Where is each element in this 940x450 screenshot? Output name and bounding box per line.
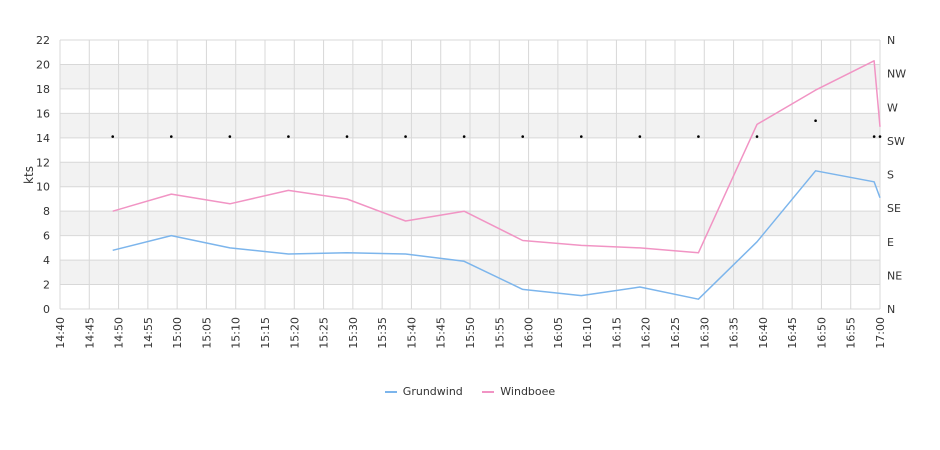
x-tick-label: 15:45 — [435, 317, 448, 349]
x-tick-label: 16:25 — [669, 317, 682, 349]
y-tick-label: 14 — [36, 132, 50, 145]
series-line-windboee — [112, 60, 881, 254]
direction-marker — [345, 135, 349, 138]
x-tick-label: 17:00 — [874, 317, 887, 349]
y-axis-label: kts — [22, 166, 36, 184]
x-tick-label: 15:20 — [288, 317, 301, 349]
right-axis-label: N — [887, 34, 895, 47]
x-tick-label: 16:30 — [698, 317, 711, 349]
direction-marker — [521, 135, 525, 138]
x-tick-label: 15:15 — [259, 317, 272, 349]
y-tick-label: 0 — [43, 303, 50, 316]
y-tick-label: 6 — [43, 230, 50, 243]
right-axis-label: N — [887, 303, 895, 316]
x-tick-label: 16:10 — [581, 317, 594, 349]
legend-item-grundwind[interactable]: Grundwind — [384, 384, 463, 398]
y-tick-label: 12 — [36, 156, 50, 169]
direction-marker — [638, 135, 642, 138]
y-tick-label: 8 — [43, 205, 50, 218]
x-tick-label: 14:55 — [142, 317, 155, 349]
direction-marker — [404, 135, 407, 138]
y-tick-label: 4 — [43, 254, 50, 267]
x-tick-label: 16:00 — [523, 317, 536, 349]
direction-marker — [872, 135, 876, 138]
direction-marker — [462, 135, 466, 138]
x-tick-label: 16:55 — [845, 317, 858, 349]
x-tick-label: 16:40 — [757, 317, 770, 349]
y-tick-label: 2 — [43, 279, 50, 292]
right-axis-label: E — [887, 236, 894, 249]
direction-marker — [169, 135, 173, 138]
x-tick-label: 16:35 — [728, 317, 741, 349]
legend-item-windboee[interactable]: Windboee — [482, 385, 555, 398]
right-axis-label: SW — [887, 135, 905, 148]
x-tick-label: 15:50 — [464, 317, 477, 349]
legend-label-grundwind: Grundwind — [402, 384, 463, 398]
left-axis-ticks: 0 2 4 6 8 10 12 14 16 18 20 22 — [36, 34, 50, 316]
x-tick-label: 15:40 — [405, 317, 418, 349]
series-lines — [112, 60, 881, 300]
x-tick-label: 16:45 — [786, 317, 799, 349]
direction-marker — [287, 135, 290, 138]
x-tick-label: 15:00 — [171, 317, 184, 349]
series-line-grundwind — [112, 170, 881, 300]
direction-marker — [579, 135, 583, 138]
right-axis-ticks: N NE E SE S SW W NW N — [887, 34, 906, 316]
y-tick-label: 22 — [36, 34, 50, 47]
right-axis-label: NE — [887, 269, 902, 282]
x-tick-label: 16:05 — [552, 317, 565, 349]
x-tick-label: 15:55 — [493, 317, 506, 349]
x-tick-label: 14:45 — [83, 317, 96, 349]
x-tick-label: 16:20 — [640, 317, 653, 349]
direction-marker — [755, 135, 759, 138]
legend: Grundwind Windboee — [0, 384, 940, 398]
right-axis-label: NW — [887, 68, 906, 81]
right-axis-label: S — [887, 169, 894, 182]
x-tick-label: 15:10 — [230, 317, 243, 349]
x-tick-label: 16:15 — [610, 317, 623, 349]
legend-swatch-windboee — [482, 390, 495, 393]
y-tick-label: 20 — [36, 58, 50, 71]
legend-swatch-grundwind — [384, 390, 397, 393]
x-tick-label: 15:25 — [318, 317, 331, 349]
direction-markers — [111, 119, 882, 138]
x-tick-label: 15:30 — [347, 317, 360, 349]
horizontal-gridlines — [60, 39, 880, 310]
y-tick-label: 10 — [36, 181, 50, 194]
direction-marker — [878, 135, 882, 138]
direction-marker — [228, 135, 232, 138]
right-axis-label: W — [887, 101, 898, 114]
legend-label-windboee: Windboee — [500, 384, 556, 398]
right-axis-label: SE — [887, 202, 901, 215]
x-axis-ticks: 14:40 14:45 14:50 14:55 15:00 15:05 15:10 15:15… — [54, 317, 887, 349]
x-tick-label: 15:35 — [376, 317, 389, 349]
direction-marker — [697, 135, 700, 138]
x-tick-label: 15:05 — [200, 317, 213, 349]
y-tick-label: 18 — [36, 83, 50, 96]
x-tick-label: 14:40 — [54, 317, 67, 349]
x-tick-label: 16:50 — [815, 317, 828, 349]
y-tick-label: 16 — [36, 107, 50, 120]
direction-marker — [814, 119, 817, 122]
x-tick-label: 14:50 — [113, 317, 126, 349]
direction-marker — [111, 135, 115, 138]
